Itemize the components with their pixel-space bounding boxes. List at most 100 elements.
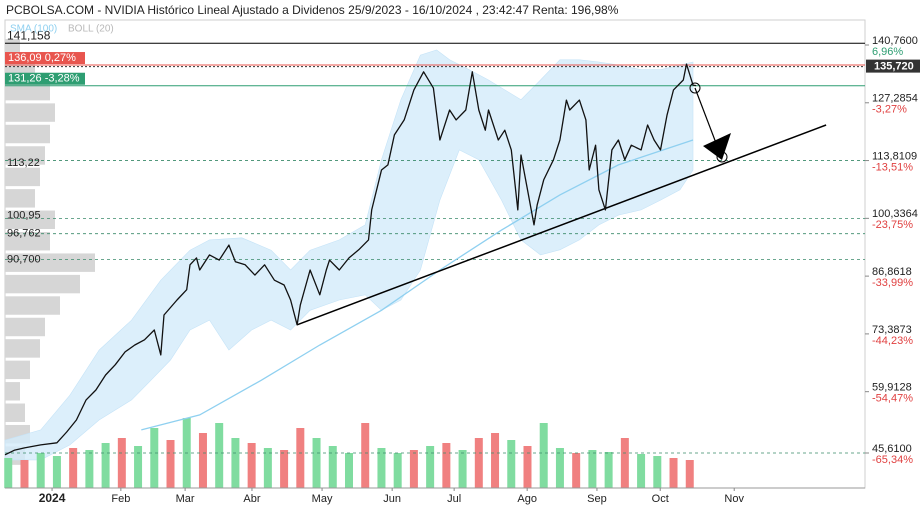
volume-bar bbox=[409, 450, 418, 488]
volume-bar bbox=[604, 452, 613, 488]
volume-bar bbox=[263, 448, 272, 488]
volume-bar bbox=[572, 453, 581, 488]
level-label: 113,22 bbox=[7, 157, 40, 169]
level-label: 90,700 bbox=[7, 254, 41, 266]
volume-bar bbox=[296, 428, 305, 488]
volume-profile-bar bbox=[5, 124, 50, 144]
legend-entry: SMA (100) bbox=[10, 24, 57, 35]
y-tick-label: 100,3364 bbox=[872, 208, 918, 220]
volume-bar bbox=[69, 448, 78, 488]
trendline bbox=[296, 124, 827, 326]
volume-bar bbox=[620, 438, 629, 488]
y-tick-pct: -44,23% bbox=[872, 335, 913, 347]
volume-profile-bar bbox=[5, 210, 55, 230]
marker-circle bbox=[689, 82, 701, 94]
sma-line bbox=[141, 139, 694, 431]
x-tick-label: 2024 bbox=[39, 491, 66, 505]
volume-profile-bar bbox=[5, 189, 35, 208]
volume-bar bbox=[653, 456, 662, 488]
volume-bar bbox=[52, 456, 61, 488]
x-tick-label: Nov bbox=[724, 493, 744, 505]
volume-bar bbox=[588, 450, 597, 488]
volume-bar bbox=[4, 458, 13, 488]
volume-bar bbox=[393, 453, 402, 488]
volume-profile-bar bbox=[5, 360, 30, 380]
y-tick-label: 45,6100 bbox=[872, 443, 912, 455]
y-tick-label: 140,7600 bbox=[872, 35, 918, 47]
volume-bar bbox=[134, 446, 143, 488]
volume-bar bbox=[361, 423, 370, 488]
volume-bar bbox=[458, 450, 467, 488]
volume-bar bbox=[101, 443, 110, 488]
y-tick-pct: -23,75% bbox=[872, 219, 913, 231]
volume-bar bbox=[426, 446, 435, 488]
y-tick-label: 73,3873 bbox=[872, 324, 912, 336]
x-tick-label: Jun bbox=[383, 493, 401, 505]
legend-entry: BOLL (20) bbox=[68, 24, 114, 35]
volume-bar bbox=[215, 423, 224, 488]
y-tick-label: 127,2854 bbox=[872, 93, 918, 105]
volume-profile-bar bbox=[5, 339, 40, 358]
volume-profile-bar bbox=[5, 167, 40, 187]
volume-profile-bar bbox=[5, 403, 25, 422]
volume-bar bbox=[491, 433, 500, 488]
x-tick-label: Mar bbox=[176, 493, 195, 505]
volume-profile-bar bbox=[5, 146, 45, 165]
volume-bar bbox=[345, 453, 353, 488]
volume-profile-bar bbox=[5, 232, 50, 251]
x-tick-label: Ago bbox=[517, 493, 537, 505]
arrow-head bbox=[703, 133, 731, 160]
volume-bar bbox=[280, 450, 289, 488]
y-tick-pct: -13,51% bbox=[872, 161, 913, 173]
x-tick-label: Oct bbox=[652, 493, 669, 505]
bollinger-band bbox=[4, 49, 694, 461]
volume-bar bbox=[312, 438, 321, 488]
volume-bar bbox=[442, 443, 451, 488]
volume-profile-bar bbox=[5, 103, 55, 122]
volume-bar bbox=[637, 454, 646, 488]
volume-bar bbox=[150, 428, 159, 488]
price-line bbox=[4, 63, 697, 456]
marker-circle bbox=[716, 151, 728, 163]
x-tick-label: Jul bbox=[447, 493, 461, 505]
x-tick-label: Abr bbox=[243, 493, 260, 505]
x-tick-label: May bbox=[312, 493, 333, 505]
price-marker-label: 136,09 0,27% bbox=[8, 52, 76, 64]
last-price-box bbox=[866, 59, 920, 73]
level-label: 141,158 bbox=[7, 28, 51, 42]
y-tick-label: 113,8109 bbox=[872, 150, 917, 162]
volume-bar bbox=[555, 448, 564, 488]
y-tick-label: 86,8618 bbox=[872, 266, 912, 278]
x-tick-label: Feb bbox=[111, 493, 130, 505]
volume-bar bbox=[539, 423, 548, 488]
volume-bar bbox=[669, 458, 678, 488]
arrow-shaft bbox=[694, 87, 717, 144]
x-tick-label: Sep bbox=[587, 493, 607, 505]
price-marker-box bbox=[5, 52, 85, 65]
volume-bar bbox=[166, 440, 175, 488]
price-marker-box bbox=[5, 72, 85, 85]
level-label: 96,762 bbox=[7, 228, 41, 240]
volume-bar bbox=[231, 438, 240, 488]
volume-profile-bar bbox=[5, 317, 45, 337]
y-tick-label: 59,9128 bbox=[872, 382, 912, 394]
volume-bar bbox=[523, 446, 532, 488]
volume-profile-bar bbox=[5, 253, 95, 272]
volume-profile-bar bbox=[5, 274, 80, 294]
volume-bar bbox=[36, 453, 45, 488]
volume-bar bbox=[474, 438, 483, 488]
volume-bar bbox=[507, 440, 516, 488]
chart-title: PCBOLSA.COM - NVIDIA Histórico Lineal Aj… bbox=[6, 3, 619, 17]
y-tick-pct: 6,96% bbox=[872, 46, 903, 58]
level-label: 100,95 bbox=[7, 210, 41, 222]
volume-bar bbox=[20, 460, 29, 488]
volume-bar bbox=[685, 460, 694, 488]
y-tick-pct: -3,27% bbox=[872, 104, 907, 116]
volume-bar bbox=[117, 438, 126, 488]
arrow-annotation bbox=[689, 82, 731, 163]
volume-profile-bar bbox=[5, 81, 50, 101]
y-tick-pct: -33,99% bbox=[872, 277, 913, 289]
last-price-label: 135,720 bbox=[874, 61, 914, 73]
y-tick-pct: -65,34% bbox=[872, 454, 913, 466]
volume-bar bbox=[377, 448, 386, 488]
